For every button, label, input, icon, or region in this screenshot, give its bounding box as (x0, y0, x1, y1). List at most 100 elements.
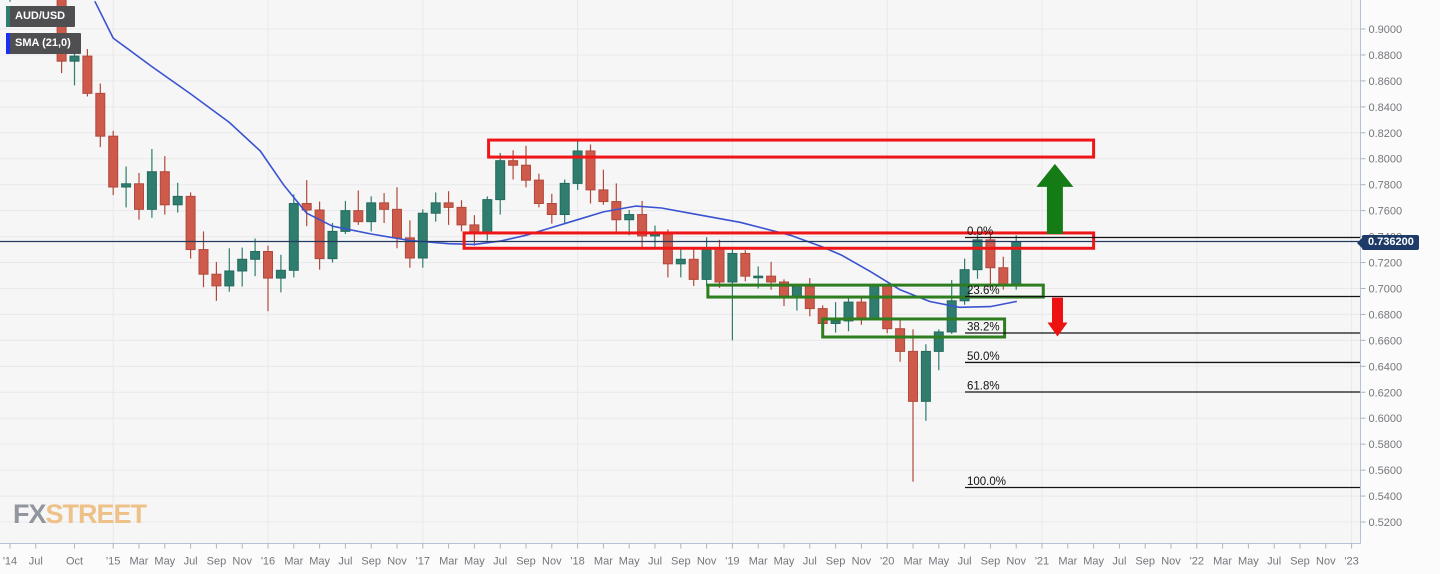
candle-body (946, 300, 957, 333)
x-axis-tick-label: Jul (958, 556, 972, 568)
candle-body (972, 239, 983, 271)
y-axis-tick-label: 0.7800 (1369, 180, 1403, 192)
candle-body (521, 164, 531, 181)
y-axis-tick-label: 0.7600 (1369, 206, 1403, 218)
y-axis-tick-label: 0.6400 (1369, 361, 1403, 373)
x-axis-tick-label: Jul (803, 556, 817, 568)
resistance-zone[interactable] (462, 231, 1096, 250)
candle-body (340, 210, 351, 232)
candle-body (495, 160, 506, 201)
candle-body (766, 275, 777, 283)
fib-level-label: 23.6% (967, 285, 1000, 297)
sma-legend-chip[interactable]: SMA (21,0) (6, 33, 81, 54)
y-axis-tick-label: 0.6200 (1369, 387, 1403, 399)
x-axis-tick-label: May (1238, 556, 1259, 568)
symbol-accent-bar (6, 6, 10, 27)
candle-body (379, 202, 390, 210)
candle-body (353, 210, 364, 223)
y-axis-labels: 0.9000 0.8800 0.8600 0.8400 0.8200 0.8000 0.78… (1360, 24, 1403, 529)
logo-street-text: STREET (45, 499, 148, 529)
resistance-zone[interactable] (487, 138, 1096, 159)
x-axis-tick-label: '17 (416, 556, 430, 568)
candle-body (172, 195, 183, 206)
candle-body (366, 202, 377, 223)
candle-body (404, 237, 415, 259)
candle-body (263, 251, 273, 279)
fib-level-label: 38.2% (967, 321, 1000, 333)
candle-body (895, 328, 906, 352)
x-axis-tick-label: May (309, 556, 330, 568)
symbol-legend-chip[interactable]: AUD/USD (6, 6, 76, 27)
candles-layer (9, 0, 1022, 482)
candle-body (533, 179, 544, 205)
x-axis-tick-label: May (464, 556, 485, 568)
x-axis-tick-label: Nov (852, 556, 872, 568)
support-zone[interactable] (821, 317, 1007, 339)
candle-body (159, 171, 170, 206)
candle-body (869, 285, 880, 321)
candle-body (482, 199, 493, 234)
x-axis-tick-label: Sep (826, 556, 846, 568)
support-zone[interactable] (706, 283, 1045, 299)
x-axis-tick-label: Nov (387, 556, 407, 568)
y-axis-tick-label: 0.5800 (1369, 439, 1403, 451)
candle-body (740, 252, 751, 277)
y-axis-tick-label: 0.5400 (1369, 491, 1403, 503)
x-axis-tick-label: Nov (232, 556, 252, 568)
bearish-down-arrow (1047, 297, 1068, 337)
y-axis-tick-label: 0.6000 (1369, 413, 1403, 425)
candle-body (624, 214, 635, 221)
x-axis-tick-label: May (154, 556, 175, 568)
x-axis-tick-label: Sep (981, 556, 1001, 568)
x-axis-tick-label: Mar (1213, 556, 1232, 568)
y-axis-tick-label: 0.9000 (1369, 24, 1403, 36)
x-axis-tick-label: Nov (1316, 556, 1336, 568)
x-axis-tick-label: Mar (130, 556, 149, 568)
fib-level-label: 0.0% (967, 226, 993, 238)
candle-body (701, 247, 712, 280)
candle-body (288, 203, 299, 271)
x-axis-strip (0, 543, 1440, 574)
y-axis-tick-label: 0.8600 (1369, 76, 1403, 88)
candle-body (275, 269, 286, 279)
candle-body (508, 160, 519, 166)
x-axis-tick-label: Mar (904, 556, 923, 568)
candle-body (856, 301, 867, 321)
candle-body (933, 331, 944, 352)
candle-body (250, 251, 261, 260)
candle-body (546, 203, 557, 216)
x-axis-tick-label: Sep (361, 556, 381, 568)
x-axis-tick-label: Jul (1267, 556, 1281, 568)
fib-level-label: 61.8% (967, 381, 1000, 393)
x-axis-tick-label: Jul (184, 556, 198, 568)
x-axis-tick-label: Sep (671, 556, 691, 568)
x-axis-tick-label: '21 (1035, 556, 1049, 568)
x-axis-tick-label: '16 (261, 556, 275, 568)
y-axis-tick-label: 0.8800 (1369, 50, 1403, 62)
x-axis-tick-label: May (1083, 556, 1104, 568)
x-axis-tick-label: Sep (516, 556, 536, 568)
candle-body (134, 183, 144, 210)
candle-body (146, 171, 157, 210)
x-axis-tick-label: '15 (106, 556, 120, 568)
candle-body (753, 275, 764, 279)
candle-body (69, 55, 80, 62)
x-axis-tick-label: '23 (1344, 556, 1358, 568)
candle-body (456, 206, 467, 226)
x-axis-tick-label: Mar (284, 556, 303, 568)
last-price-value: 0.736200 (1368, 236, 1414, 248)
candle-body (430, 202, 441, 214)
x-axis-tick-label: Sep (207, 556, 227, 568)
candle-body (108, 135, 119, 188)
y-axis-tick-label: 0.8000 (1369, 154, 1403, 166)
candle-body (791, 285, 802, 298)
candle-body (185, 195, 196, 251)
candle-body (392, 208, 402, 239)
x-axis-tick-label: May (928, 556, 949, 568)
x-axis-tick-label: '18 (570, 556, 584, 568)
x-axis-tick-label: Oct (66, 556, 83, 568)
candle-body (198, 249, 209, 275)
bullish-up-arrow (1036, 163, 1074, 234)
